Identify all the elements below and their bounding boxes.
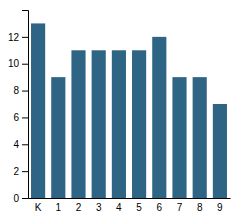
x-tick-label: 8	[197, 202, 203, 213]
y-tick-mark	[22, 37, 28, 38]
x-tick: 6	[157, 202, 163, 213]
y-axis: 0 2 4 6 8 10 12	[8, 11, 29, 204]
y-tick-mark	[22, 198, 28, 199]
bar	[112, 50, 126, 198]
y-tick-mark	[22, 171, 28, 172]
y-tick-label: 10	[8, 58, 20, 69]
x-tick: 4	[116, 202, 122, 213]
x-tick: 3	[96, 202, 102, 213]
y-tick: 2	[13, 166, 28, 177]
y-tick-mark	[22, 91, 28, 92]
y-tick-mark	[22, 117, 28, 118]
y-tick: 10	[8, 58, 28, 69]
x-tick-label: 4	[116, 202, 122, 213]
bars	[31, 23, 227, 198]
x-tick-label: K	[35, 202, 42, 213]
bar	[152, 37, 166, 198]
x-tick: 1	[56, 202, 62, 213]
x-tick: 2	[76, 202, 82, 213]
bar	[132, 50, 146, 198]
y-axis-line	[22, 11, 29, 199]
x-tick: 9	[217, 202, 223, 213]
y-tick-label: 8	[13, 85, 19, 96]
x-tick: 8	[197, 202, 203, 213]
y-tick-mark	[22, 64, 28, 65]
bar	[51, 77, 65, 198]
y-tick: 6	[13, 112, 28, 123]
y-tick: 12	[8, 32, 28, 43]
bar	[172, 77, 186, 198]
x-tick-label: 9	[217, 202, 223, 213]
y-tick-label: 12	[8, 32, 20, 43]
bar	[92, 50, 106, 198]
x-tick: K	[35, 202, 42, 213]
x-tick-label: 5	[136, 202, 142, 213]
bar	[213, 104, 227, 198]
y-tick: 8	[13, 85, 28, 96]
x-axis: K 1 2 3 4 5 6 7 8 9	[29, 199, 231, 214]
x-tick-label: 1	[56, 202, 62, 213]
x-tick: 7	[177, 202, 183, 213]
y-tick-label: 2	[13, 166, 19, 177]
chart-container: 024681012K123456789	[0, 0, 240, 220]
plot: 024681012K123456789	[8, 11, 231, 214]
y-tick: 0	[13, 193, 28, 204]
x-tick-label: 6	[157, 202, 163, 213]
chart-svg: 024681012K123456789	[0, 0, 240, 220]
y-tick-mark	[22, 144, 28, 145]
bar	[193, 77, 207, 198]
x-tick-label: 7	[177, 202, 183, 213]
y-tick-label: 6	[13, 112, 19, 123]
x-tick: 5	[136, 202, 142, 213]
x-tick-label: 3	[96, 202, 102, 213]
y-tick-label: 0	[13, 193, 19, 204]
y-tick-label: 4	[13, 139, 19, 150]
bar	[71, 50, 85, 198]
y-tick: 4	[13, 139, 28, 150]
x-axis-line	[29, 198, 231, 199]
x-tick-label: 2	[76, 202, 82, 213]
bar	[31, 23, 45, 198]
